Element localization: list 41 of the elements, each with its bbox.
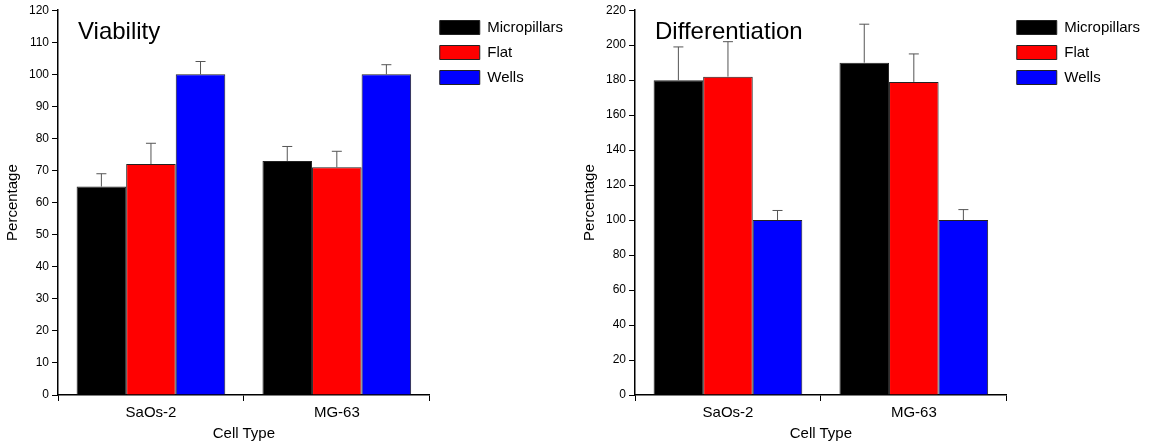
y-tick-label: 140 (605, 142, 627, 157)
y-tick-label: 90 (35, 98, 50, 113)
y-tick-label: 20 (35, 323, 50, 338)
chart-title: Differentiation (655, 16, 803, 44)
legend-label: Flat (487, 42, 514, 60)
x-tick-label: MG-63 (890, 403, 937, 421)
x-tick-label: SaOs-2 (702, 403, 754, 421)
x-tick-label: MG-63 (313, 403, 360, 421)
x-axis-title: Cell Type (789, 424, 853, 442)
y-tick-label: 180 (605, 72, 627, 87)
x-tick-label: SaOs-2 (125, 403, 177, 421)
y-tick-label: 30 (35, 291, 50, 306)
y-tick-label: 0 (42, 387, 50, 402)
y-tick-label: 10 (35, 355, 50, 370)
y-tick-label: 40 (612, 317, 627, 332)
legend-label: Micropillars (1064, 17, 1141, 35)
y-tick-label: 0 (619, 387, 627, 402)
y-tick-label: 120 (28, 2, 50, 17)
y-tick-label: 100 (605, 212, 627, 227)
y-tick-label: 80 (612, 247, 627, 262)
y-tick-label: 120 (605, 177, 627, 192)
y-tick-label: 40 (35, 259, 50, 274)
y-axis-title: Percentage (3, 164, 21, 241)
legend-label: Wells (487, 67, 524, 85)
y-tick-label: 20 (612, 352, 627, 367)
y-tick-label: 200 (605, 37, 627, 52)
legend-label: Micropillars (487, 17, 564, 35)
y-tick-label: 60 (612, 282, 627, 297)
legend-label: Flat (1064, 42, 1091, 60)
y-tick-label: 100 (28, 66, 50, 81)
chart-title: Viability (78, 16, 161, 44)
y-tick-label: 50 (35, 226, 50, 241)
y-tick-label: 220 (605, 2, 627, 17)
y-tick-label: 80 (35, 130, 50, 145)
y-axis-title: Percentage (580, 164, 598, 241)
y-tick-label: 160 (605, 107, 627, 122)
y-tick-label: 110 (29, 34, 50, 49)
y-tick-label: 70 (35, 162, 50, 177)
x-axis-title: Cell Type (212, 424, 276, 442)
y-tick-label: 60 (35, 194, 50, 209)
legend-label: Wells (1064, 67, 1101, 85)
